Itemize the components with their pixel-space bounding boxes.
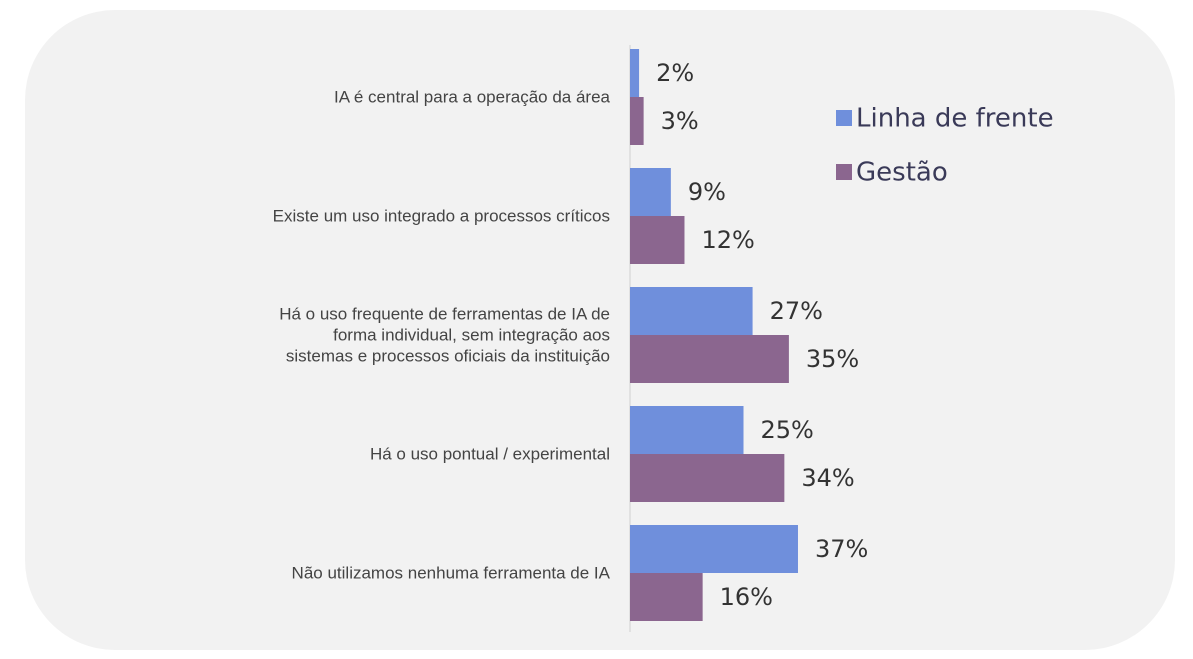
value-label: 34% xyxy=(801,464,854,492)
value-label: 35% xyxy=(806,345,859,373)
category-label: Existe um uso integrado a processos crít… xyxy=(272,206,610,226)
value-label: 27% xyxy=(770,297,823,325)
value-label: 9% xyxy=(688,178,726,206)
bar xyxy=(630,287,753,335)
category-label: Há o uso pontual / experimental xyxy=(369,444,610,464)
bar xyxy=(630,573,703,621)
bar xyxy=(630,454,785,502)
panel xyxy=(25,10,1175,650)
bar xyxy=(630,525,798,573)
value-label: 12% xyxy=(701,226,754,254)
value-label: 16% xyxy=(720,583,773,611)
value-label: 2% xyxy=(656,59,694,87)
bar xyxy=(630,406,744,454)
bar xyxy=(630,168,671,216)
legend-swatch xyxy=(836,164,852,180)
bar xyxy=(630,216,685,264)
legend-swatch xyxy=(836,110,852,126)
value-label: 37% xyxy=(815,535,868,563)
legend-label: Linha de frente xyxy=(856,104,1054,134)
value-label: 25% xyxy=(761,416,814,444)
legend-label: Gestão xyxy=(856,158,948,188)
bar xyxy=(630,97,644,145)
category-label: Não utilizamos nenhuma ferramenta de IA xyxy=(291,563,610,583)
value-label: 3% xyxy=(661,107,699,135)
bar xyxy=(630,335,789,383)
category-label: IA é central para a operação da área xyxy=(334,87,610,107)
category-label: Há o uso frequente de ferramentas de IA … xyxy=(279,304,610,366)
bar xyxy=(630,49,640,97)
